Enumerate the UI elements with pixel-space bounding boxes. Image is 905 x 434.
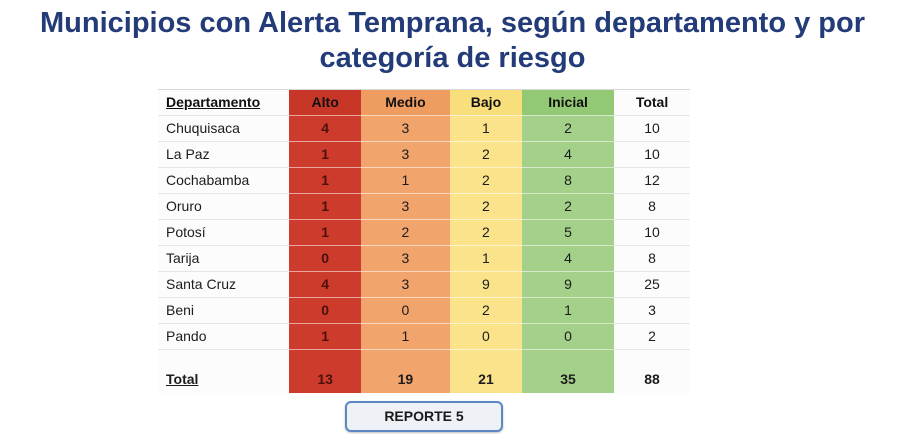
total-cell: 88 — [614, 365, 690, 393]
bajo-cell: 9 — [449, 271, 523, 298]
dept-cell — [158, 349, 290, 366]
inicial-cell: 8 — [522, 167, 615, 194]
header-bajo: Bajo — [449, 88, 523, 116]
dept-cell: Oruro — [158, 193, 290, 220]
total-cell: 12 — [614, 167, 690, 194]
medio-cell: 1 — [361, 167, 450, 194]
dept-cell: Potosí — [158, 219, 290, 246]
total-cell: 10 — [614, 115, 690, 142]
alto-cell: 4 — [289, 115, 361, 142]
dept-cell: Chuquisaca — [158, 115, 290, 142]
inicial-cell: 2 — [522, 193, 615, 220]
medio-cell: 0 — [361, 297, 450, 324]
dept-cell: Cochabamba — [158, 167, 290, 194]
alert-table: Departamento Alto Medio Bajo Inicial Total Ch… — [158, 88, 690, 393]
page: Municipios con Alerta Temprana, según de… — [0, 6, 905, 432]
inicial-cell: 35 — [522, 365, 615, 393]
medio-cell: 2 — [361, 219, 450, 246]
reporte-5-button[interactable]: REPORTE 5 — [345, 400, 503, 432]
bajo-cell: 0 — [449, 323, 523, 350]
table-container: Departamento Alto Medio Bajo Inicial Total Ch… — [158, 88, 690, 432]
total-cell: 10 — [614, 219, 690, 246]
total-row: Total 13 19 21 35 88 — [158, 365, 690, 393]
medio-cell: 3 — [361, 193, 450, 220]
alto-cell: 1 — [289, 323, 361, 350]
header-medio: Medio — [361, 88, 450, 116]
alto-cell: 4 — [289, 271, 361, 298]
medio-cell: 1 — [361, 323, 450, 350]
table-row: Santa Cruz 4 3 9 9 25 — [158, 271, 690, 298]
total-cell: 2 — [614, 323, 690, 350]
dept-cell: Beni — [158, 297, 290, 324]
total-cell: 8 — [614, 245, 690, 272]
total-cell: 3 — [614, 297, 690, 324]
medio-cell: 3 — [361, 271, 450, 298]
table-row: Chuquisaca 4 3 1 2 10 — [158, 115, 690, 142]
dept-cell: La Paz — [158, 141, 290, 168]
bajo-cell: 21 — [449, 365, 523, 393]
header-total: Total — [614, 88, 690, 116]
table-row: Cochabamba 1 1 2 8 12 — [158, 167, 690, 194]
page-title: Municipios con Alerta Temprana, según de… — [39, 7, 866, 75]
alto-cell: 13 — [289, 365, 361, 393]
medio-cell: 19 — [361, 365, 450, 393]
alto-cell: 0 — [289, 297, 361, 324]
inicial-cell: 5 — [522, 219, 615, 246]
inicial-cell: 9 — [522, 271, 615, 298]
table-row: Beni 0 0 2 1 3 — [158, 297, 690, 324]
table-row: Pando 1 1 0 0 2 — [158, 323, 690, 350]
table-row: Oruro 1 3 2 2 8 — [158, 193, 690, 220]
dept-cell: Pando — [158, 323, 290, 350]
header-alto: Alto — [289, 88, 361, 116]
medio-cell: 3 — [361, 115, 450, 142]
total-cell — [614, 349, 690, 366]
total-cell: 8 — [614, 193, 690, 220]
alto-cell: 1 — [289, 219, 361, 246]
table-row: Tarija 0 3 1 4 8 — [158, 245, 690, 272]
bajo-cell: 2 — [449, 167, 523, 194]
alto-cell: 1 — [289, 193, 361, 220]
inicial-cell: 0 — [522, 323, 615, 350]
table-row: La Paz 1 3 2 4 10 — [158, 141, 690, 168]
bajo-cell: 2 — [449, 141, 523, 168]
alto-cell — [289, 349, 361, 366]
dept-cell: Tarija — [158, 245, 290, 272]
bajo-cell: 2 — [449, 193, 523, 220]
total-cell: 25 — [614, 271, 690, 298]
header-inicial: Inicial — [522, 88, 615, 116]
button-row: REPORTE 5 — [158, 400, 690, 432]
medio-cell: 3 — [361, 245, 450, 272]
table-row: Potosí 1 2 2 5 10 — [158, 219, 690, 246]
inicial-cell: 4 — [522, 141, 615, 168]
spacer-row — [158, 349, 690, 366]
inicial-cell — [522, 349, 615, 366]
inicial-cell: 2 — [522, 115, 615, 142]
inicial-cell: 4 — [522, 245, 615, 272]
alto-cell: 1 — [289, 167, 361, 194]
header-dept: Departamento — [158, 88, 290, 116]
header-row: Departamento Alto Medio Bajo Inicial Total — [158, 88, 690, 116]
bajo-cell — [449, 349, 523, 366]
bajo-cell: 1 — [449, 245, 523, 272]
bajo-cell: 2 — [449, 297, 523, 324]
dept-cell: Santa Cruz — [158, 271, 290, 298]
medio-cell — [361, 349, 450, 366]
medio-cell: 3 — [361, 141, 450, 168]
alto-cell: 0 — [289, 245, 361, 272]
total-cell: 10 — [614, 141, 690, 168]
bajo-cell: 2 — [449, 219, 523, 246]
inicial-cell: 1 — [522, 297, 615, 324]
bajo-cell: 1 — [449, 115, 523, 142]
dept-cell: Total — [158, 365, 290, 393]
alto-cell: 1 — [289, 141, 361, 168]
